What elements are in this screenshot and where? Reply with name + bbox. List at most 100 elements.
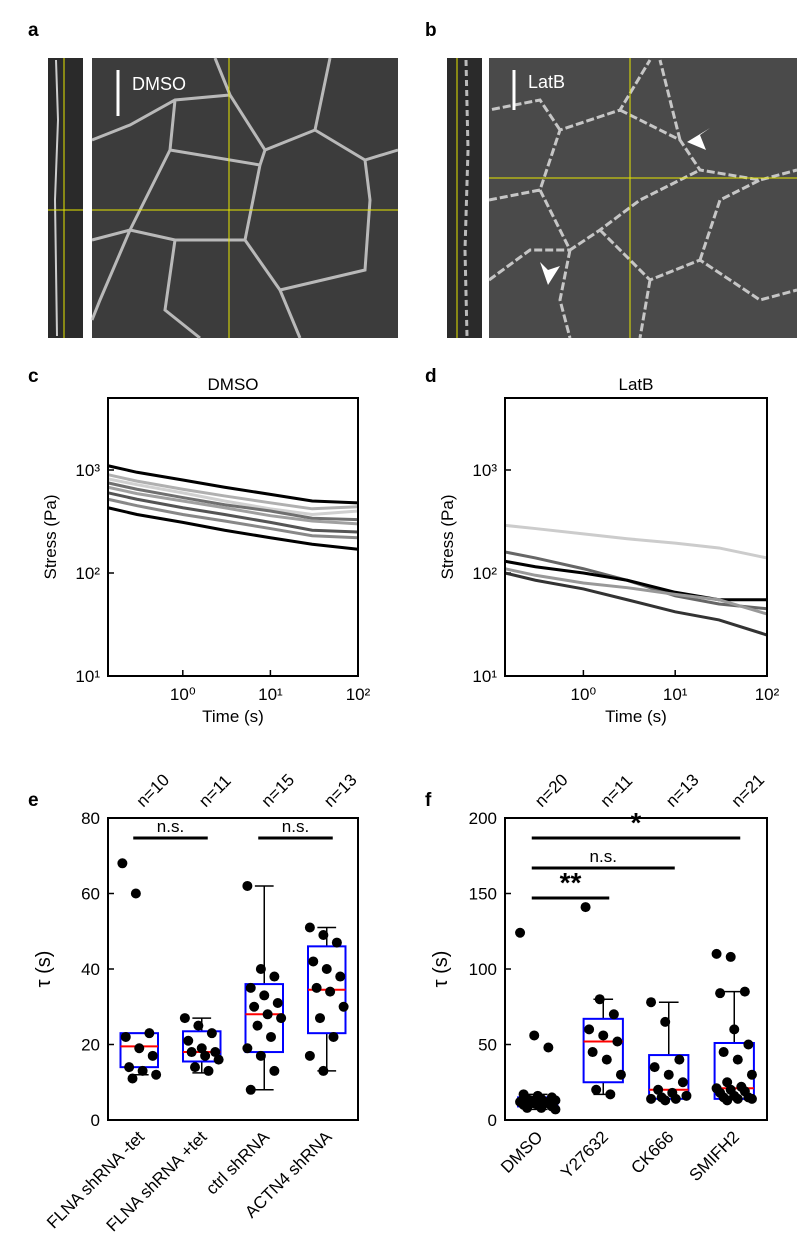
- data-point: [338, 1001, 349, 1012]
- x-tick-label: 10¹: [663, 685, 688, 704]
- y-tick-label: 200: [469, 809, 497, 828]
- y-tick-label: 10¹: [75, 667, 100, 686]
- panel-label: b: [425, 20, 437, 41]
- y-tick-label: 10³: [75, 461, 100, 480]
- data-point: [601, 1054, 612, 1065]
- data-point: [325, 986, 336, 997]
- y-tick-label: 60: [81, 885, 100, 904]
- panel-label: e: [28, 790, 39, 811]
- data-point: [144, 1028, 155, 1039]
- data-point: [722, 1077, 733, 1088]
- plot-frame: [504, 817, 768, 1121]
- x-tick-label: 10⁰: [571, 685, 597, 704]
- data-line: [107, 506, 359, 551]
- data-point: [732, 1054, 743, 1065]
- panel-label: d: [425, 366, 437, 387]
- y-tick-label: 100: [469, 960, 497, 979]
- data-point: [206, 1028, 217, 1039]
- x-tick-label: 10⁰: [170, 685, 196, 704]
- data-point: [746, 1093, 757, 1104]
- data-point: [746, 1069, 757, 1080]
- y-tick-label: 0: [488, 1111, 497, 1130]
- data-point: [304, 1050, 315, 1061]
- count-label: n=20: [531, 770, 572, 811]
- data-point: [711, 948, 722, 959]
- count-label: n=15: [258, 770, 299, 811]
- data-point: [200, 1050, 211, 1061]
- category-label: CK666: [627, 1127, 677, 1177]
- data-point: [318, 930, 329, 941]
- data-point: [130, 888, 141, 899]
- data-point: [242, 880, 253, 891]
- data-point: [151, 1069, 162, 1080]
- data-point: [550, 1104, 561, 1115]
- data-point: [670, 1093, 681, 1104]
- data-line: [504, 523, 768, 560]
- image-caption: DMSO: [132, 74, 186, 94]
- y-tick-label: 10²: [472, 564, 497, 583]
- data-point: [321, 964, 332, 974]
- data-point: [660, 1016, 671, 1027]
- data-point: [646, 1093, 657, 1104]
- data-point: [739, 986, 750, 997]
- data-point: [587, 1047, 598, 1058]
- data-point: [190, 1062, 200, 1073]
- y-tick-label: 10³: [472, 461, 497, 480]
- data-point: [335, 971, 346, 982]
- data-point: [269, 1065, 280, 1076]
- data-point: [584, 1024, 595, 1035]
- data-point: [315, 1013, 325, 1024]
- data-line: [504, 571, 768, 637]
- y-tick-label: 150: [469, 885, 497, 904]
- data-point: [677, 1077, 688, 1088]
- significance-label: *: [631, 807, 642, 838]
- data-line: [107, 473, 359, 511]
- category-label: DMSO: [497, 1127, 546, 1176]
- data-point: [193, 1020, 204, 1031]
- data-point: [255, 1050, 266, 1061]
- data-point: [203, 1065, 214, 1076]
- y-axis-label: τ (s): [430, 951, 452, 988]
- data-line: [504, 567, 768, 616]
- data-point: [331, 937, 342, 948]
- x-tick-label: 10²: [346, 685, 371, 704]
- data-point: [722, 1095, 733, 1106]
- panel-label: c: [28, 366, 39, 387]
- data-line: [107, 491, 359, 534]
- data-point: [304, 922, 315, 933]
- category-label: Y27632: [557, 1127, 612, 1182]
- box: [182, 1030, 222, 1063]
- count-label: n=11: [195, 771, 235, 811]
- x-tick-label: 10¹: [258, 685, 283, 704]
- box: [119, 1032, 159, 1069]
- data-point: [196, 1043, 207, 1054]
- plot-frame: [504, 397, 768, 677]
- data-point: [605, 1089, 616, 1100]
- data-point: [311, 982, 322, 993]
- data-point: [653, 1084, 664, 1095]
- chart-title: DMSO: [208, 375, 259, 394]
- data-point: [127, 1073, 138, 1084]
- data-point: [649, 1062, 660, 1073]
- panel-label: f: [425, 790, 432, 811]
- data-point: [179, 1013, 190, 1024]
- data-point: [615, 1069, 626, 1080]
- data-line: [107, 485, 359, 526]
- data-point: [646, 997, 657, 1008]
- data-point: [543, 1042, 554, 1053]
- chart-title: LatB: [619, 375, 654, 394]
- data-point: [598, 1030, 609, 1041]
- data-point: [183, 1035, 194, 1046]
- significance-label: n.s.: [590, 847, 617, 866]
- data-point: [259, 990, 270, 1001]
- data-point: [266, 1031, 276, 1042]
- x-axis-label: Time (s): [202, 707, 264, 726]
- data-point: [732, 1093, 743, 1104]
- data-point: [725, 951, 736, 962]
- count-label: n=13: [320, 770, 361, 811]
- data-point: [660, 1095, 671, 1106]
- count-label: n=21: [728, 770, 769, 811]
- data-point: [255, 964, 266, 974]
- significance-label: **: [560, 867, 582, 898]
